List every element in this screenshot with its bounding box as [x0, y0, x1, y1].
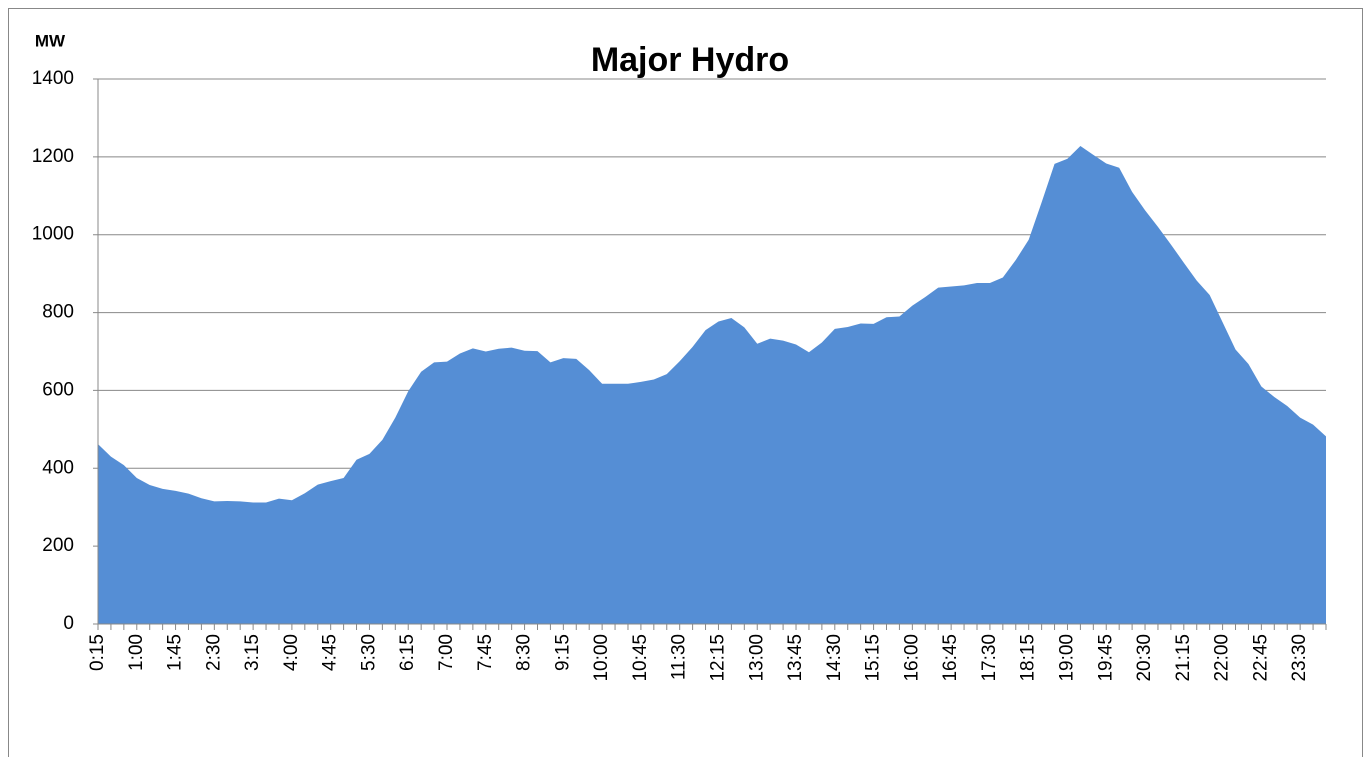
x-tick-label: 0:15: [87, 634, 108, 671]
x-tick-label: 4:45: [320, 634, 341, 671]
x-tick-label: 2:30: [203, 634, 224, 671]
y-tick-label: 0: [63, 613, 74, 634]
area: [98, 145, 1326, 624]
x-tick-label: 3:15: [242, 634, 263, 671]
x-tick-label: 1:45: [165, 634, 186, 671]
x-tick-label: 9:15: [552, 634, 573, 671]
x-tick-label: 13:00: [746, 634, 767, 682]
chart-border: [8, 8, 1363, 757]
y-tick-label: 1000: [32, 224, 74, 245]
x-tick-label: 7:45: [475, 634, 496, 671]
y-tick-label: 600: [42, 379, 74, 400]
x-tick-label: 7:00: [436, 634, 457, 671]
x-tick-label: 16:45: [940, 634, 961, 682]
y-tick-label: 200: [42, 535, 74, 556]
x-tick-label: 10:00: [591, 634, 612, 682]
x-tick-label: 5:30: [358, 634, 379, 671]
x-tick-label: 1:00: [126, 634, 147, 671]
chart-title: Major Hydro: [591, 41, 789, 79]
y-tick-label: 1200: [32, 146, 74, 167]
x-tick-label: 18:15: [1018, 634, 1039, 682]
x-tick-label: 13:45: [785, 634, 806, 682]
x-tick-label: 14:30: [824, 634, 845, 682]
y-axis-label: MW: [35, 31, 66, 50]
x-tick-label: 22:00: [1212, 634, 1233, 682]
x-tick-label: 16:00: [901, 634, 922, 682]
x-tick-label: 4:00: [281, 634, 302, 671]
x-tick-label: 22:45: [1250, 634, 1271, 682]
x-tick-label: 17:30: [979, 634, 1000, 682]
x-tick-label: 20:30: [1134, 634, 1155, 682]
x-tick-label: 12:15: [707, 634, 728, 682]
x-tick-label: 19:00: [1056, 634, 1077, 682]
x-tick-label: 10:45: [630, 634, 651, 682]
x-tick-label: 15:15: [863, 634, 884, 682]
x-tick-label: 8:30: [514, 634, 535, 671]
y-tick-label: 800: [42, 302, 74, 323]
x-tick-label: 21:15: [1173, 634, 1194, 682]
x-tick-label: 19:45: [1095, 634, 1116, 682]
x-tick-label: 6:15: [397, 634, 418, 671]
y-tick-label: 400: [42, 457, 74, 478]
y-tick-label: 1400: [32, 68, 74, 89]
x-tick-label: 23:30: [1289, 634, 1310, 682]
x-tick-label: 11:30: [669, 634, 690, 680]
